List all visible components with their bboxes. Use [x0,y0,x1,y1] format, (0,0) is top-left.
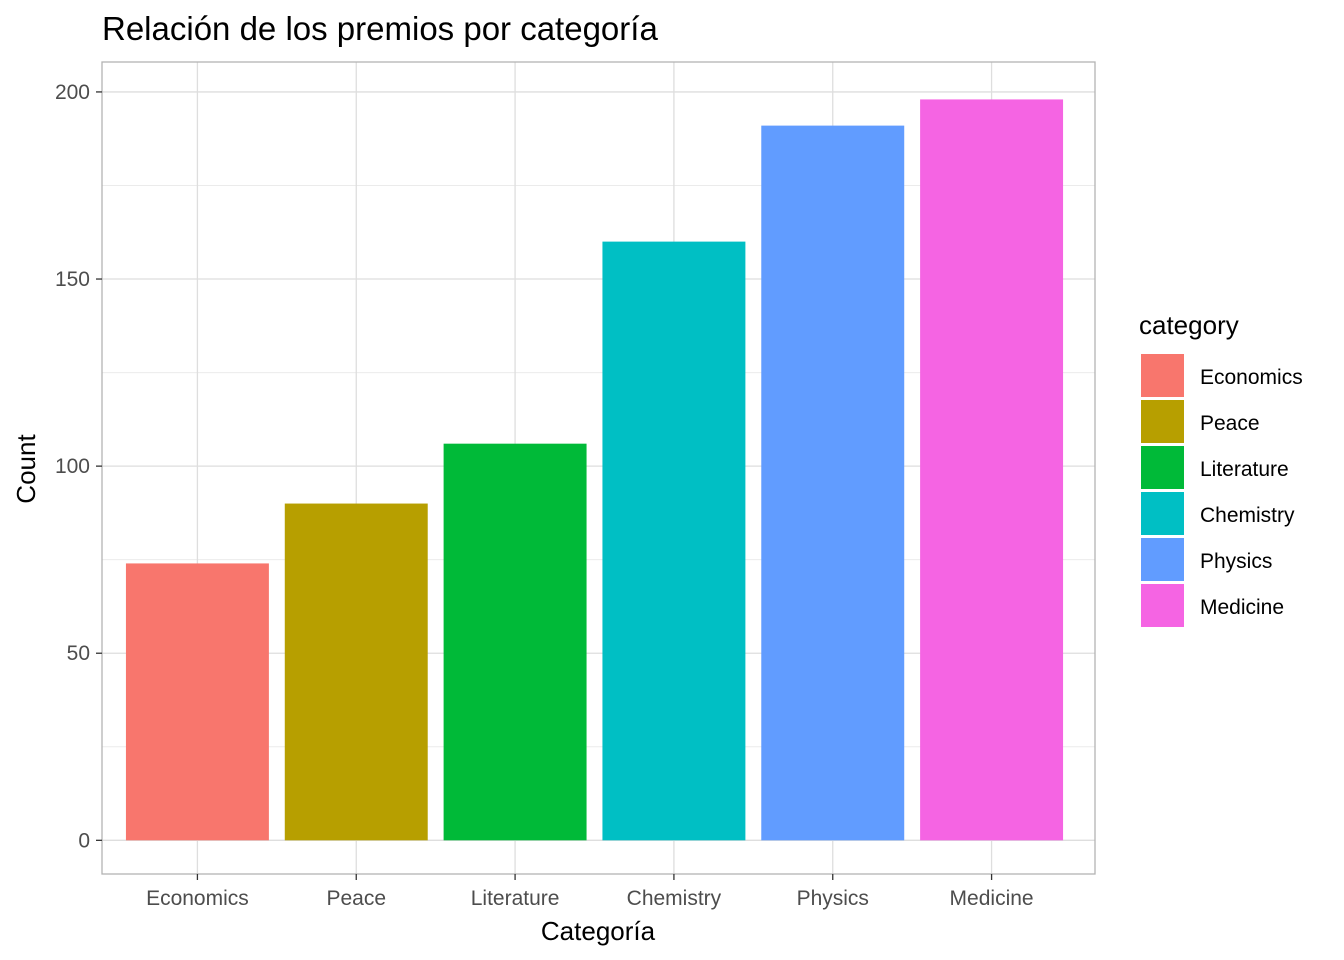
legend-key-physics [1141,538,1184,581]
bar-economics [125,563,269,841]
x-tick-label: Medicine [950,887,1034,910]
chart-title: Relación de los premios por categoría [102,10,658,47]
panel-border [101,61,1096,875]
bar-chemistry [602,241,746,841]
legend-key-peace [1141,400,1184,443]
legend-label: Chemistry [1200,504,1295,527]
legend-title: category [1139,310,1239,340]
bar-literature [443,443,587,841]
legend-label: Medicine [1200,596,1284,619]
y-tick-label: 0 [78,829,90,852]
y-tick-label: 50 [67,642,90,665]
y-tick-label: 150 [55,268,90,291]
y-axis-title: Count [11,434,41,504]
bar-physics [761,125,905,841]
bar-peace [284,503,428,841]
legend-label: Peace [1200,412,1260,435]
x-tick-label: Chemistry [627,887,722,910]
legend-label: Literature [1200,458,1289,481]
legend-key-medicine [1141,584,1184,627]
x-tick-label: Economics [146,887,249,910]
y-tick-label: 100 [55,455,90,478]
x-axis-title: Categoría [541,916,656,946]
legend-key-literature [1141,446,1184,489]
legend-key-chemistry [1141,492,1184,535]
legend-label: Economics [1200,366,1303,389]
bar-medicine [920,99,1064,841]
legend-label: Physics [1200,550,1272,573]
plot-panel: 0 50 100 150 200 Economics Peace Literature Chem… [55,61,1096,910]
y-tick-label: 200 [55,81,90,104]
x-tick-label: Physics [797,887,869,910]
legend-key-economics [1141,354,1184,397]
x-tick-label: Peace [326,887,386,910]
x-tick-label: Literature [471,887,560,910]
legend: category Economics Peace Literature Chemist… [1139,310,1303,627]
